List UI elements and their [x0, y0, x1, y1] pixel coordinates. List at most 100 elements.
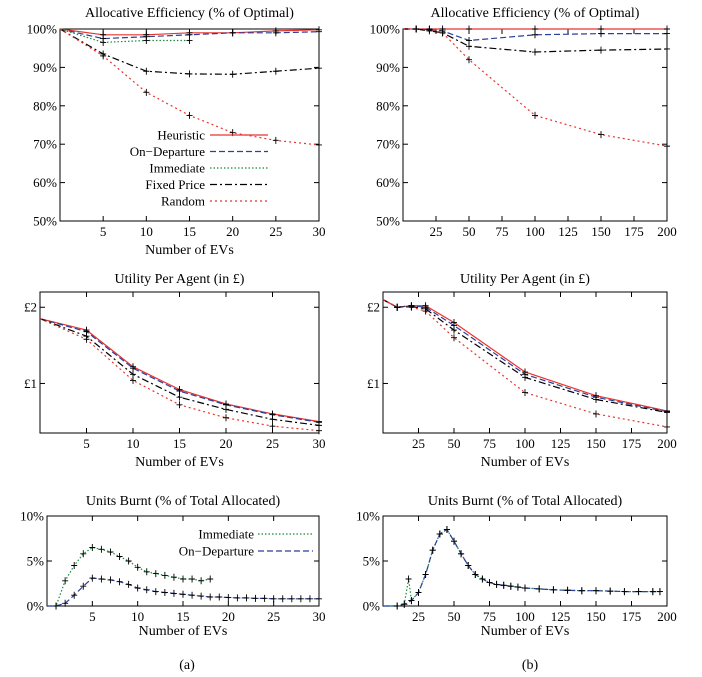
data-point	[234, 594, 241, 602]
y-tick-label: 0%	[363, 599, 381, 614]
x-tick-label: 10	[127, 436, 140, 451]
x-tick-label: 75	[496, 224, 509, 239]
data-point	[130, 376, 136, 384]
chart-title: Allocative Efficiency (% of Optimal)	[85, 6, 294, 21]
y-tick-label: £2	[367, 300, 380, 315]
data-point	[466, 25, 472, 33]
chart-title: Allocative Efficiency (% of Optimal)	[431, 6, 640, 21]
data-point	[316, 141, 322, 149]
data-point	[225, 593, 232, 601]
y-tick-label: 10%	[20, 509, 44, 524]
data-point	[62, 599, 69, 607]
data-point	[405, 575, 412, 583]
data-point	[550, 586, 557, 594]
data-point	[143, 88, 150, 96]
data-point	[408, 597, 415, 605]
data-point	[306, 595, 313, 603]
series-line	[403, 28, 668, 147]
data-point	[532, 48, 538, 56]
data-point	[125, 557, 132, 565]
x-tick-label: 50	[463, 224, 476, 239]
x-tick-label: 75	[483, 436, 496, 451]
data-point	[134, 584, 141, 592]
plot-frame	[59, 28, 320, 222]
legend-label: Fixed Price	[145, 177, 205, 192]
x-tick-label: 150	[586, 609, 606, 624]
legend-label: Immediate	[198, 527, 254, 542]
data-point	[536, 585, 543, 593]
data-point	[439, 29, 446, 37]
caption-b: (b)	[522, 658, 539, 673]
data-point	[408, 303, 415, 311]
data-point	[186, 37, 193, 45]
data-point	[593, 410, 599, 418]
data-point	[316, 64, 322, 72]
series-line	[383, 528, 660, 607]
data-point	[598, 30, 604, 38]
data-point	[71, 591, 78, 599]
data-point	[223, 414, 229, 422]
x-tick-label: 20	[222, 609, 235, 624]
data-point	[394, 303, 401, 311]
data-point	[80, 550, 87, 558]
data-point	[170, 573, 177, 581]
data-point	[83, 335, 90, 343]
x-tick-label: 10	[131, 609, 144, 624]
data-point	[161, 571, 168, 579]
y-tick-label: 90%	[376, 60, 400, 75]
data-point	[170, 589, 177, 597]
data-point	[532, 111, 538, 119]
data-point	[401, 600, 408, 608]
data-point	[272, 67, 279, 75]
legend-label: Immediate	[149, 161, 205, 176]
data-point	[500, 581, 507, 589]
x-tick-label: 20	[220, 436, 233, 451]
data-point	[198, 577, 205, 585]
data-point	[522, 584, 528, 592]
data-point	[466, 56, 472, 64]
chart-title: Units Burnt (% of Total Allocated)	[428, 494, 623, 509]
x-tick-label: 30	[313, 436, 326, 451]
data-point	[107, 548, 114, 556]
data-point	[486, 579, 493, 587]
y-tick-label: 80%	[33, 98, 57, 113]
x-tick-label: 20	[226, 224, 239, 239]
data-point	[422, 307, 429, 315]
data-point	[252, 594, 259, 602]
x-axis-label: Number of EVs	[481, 455, 570, 470]
x-tick-label: 200	[657, 609, 677, 624]
y-tick-label: 60%	[33, 175, 57, 190]
legend-label: On−Departure	[130, 144, 205, 159]
data-point	[415, 589, 422, 596]
data-point	[186, 70, 193, 78]
data-point	[143, 67, 150, 75]
x-tick-label: 5	[89, 609, 96, 624]
data-point	[107, 576, 114, 584]
data-point	[472, 571, 479, 578]
data-point	[479, 575, 486, 583]
data-point	[451, 326, 457, 334]
data-point	[664, 423, 670, 431]
data-point	[607, 587, 614, 595]
x-tick-label: 200	[657, 224, 677, 239]
data-point	[451, 334, 457, 342]
chart-title: Utility Per Agent (in £)	[115, 272, 245, 287]
data-point	[621, 588, 628, 596]
data-point	[272, 136, 279, 144]
x-tick-label: 175	[624, 224, 644, 239]
data-point	[656, 588, 663, 596]
data-point	[443, 526, 450, 533]
y-tick-label: 10%	[356, 509, 380, 524]
y-tick-label: 0%	[27, 599, 45, 614]
data-point	[664, 142, 670, 150]
y-tick-label: £1	[367, 376, 380, 391]
series-line	[403, 28, 667, 42]
x-tick-label: 200	[657, 436, 677, 451]
data-point	[134, 563, 141, 571]
data-point	[143, 586, 150, 594]
data-point	[89, 544, 96, 551]
plot-frame	[39, 291, 320, 434]
data-point	[207, 575, 214, 583]
data-point	[80, 582, 87, 590]
